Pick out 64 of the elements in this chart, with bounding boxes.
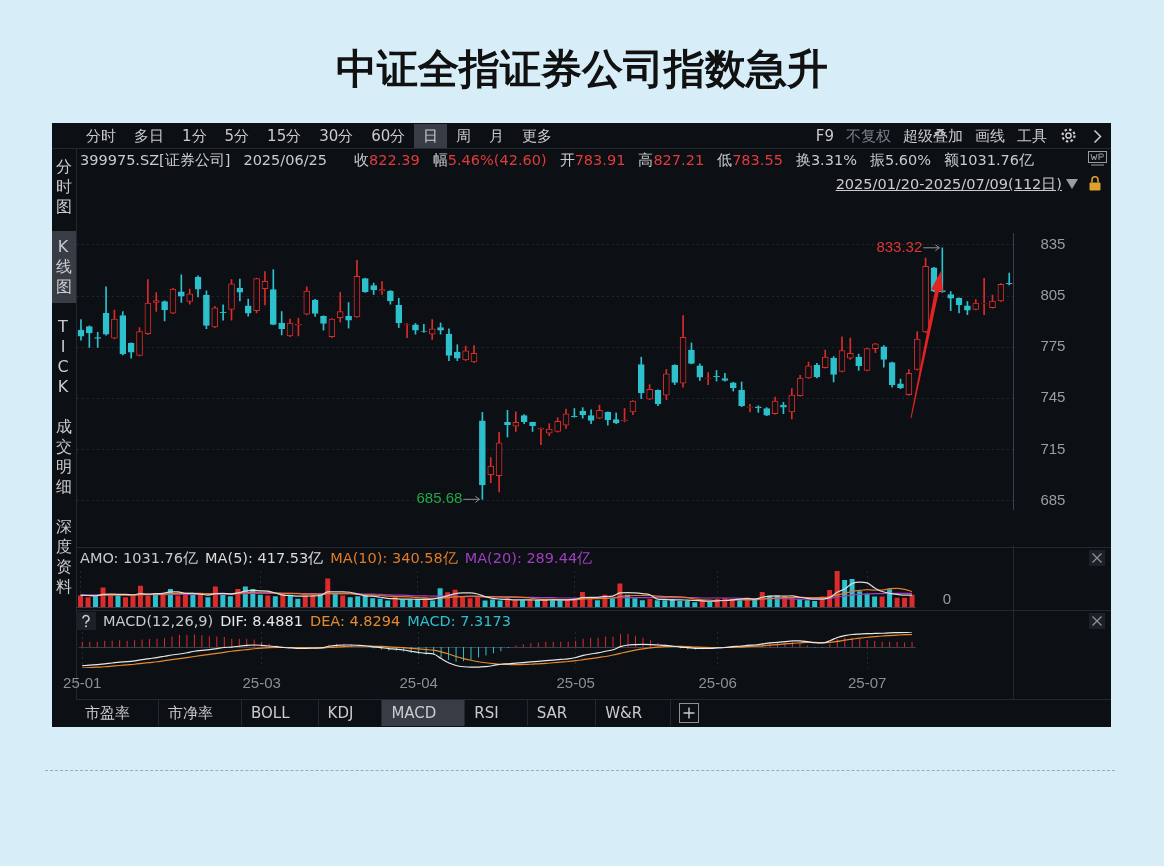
text: BOLL xyxy=(242,700,319,726)
x-tick-label: 25-04 xyxy=(399,674,438,692)
text: SAR xyxy=(527,700,597,726)
chart-title: MACD(12,26,9) xyxy=(103,613,214,629)
text: 月 xyxy=(488,126,506,147)
y-tick-label: 805 xyxy=(1040,286,1066,304)
text: 日 xyxy=(414,124,448,148)
y-tick-label: 715 xyxy=(1040,439,1066,457)
text: RSI xyxy=(465,700,528,726)
text: F9 xyxy=(814,126,835,147)
text: 振5.60% xyxy=(869,152,932,168)
series-label: MA(5): 417.53亿 xyxy=(205,548,324,568)
annotation: 685.68 xyxy=(416,489,463,507)
text: 30分 xyxy=(318,126,355,147)
text: 换3.31% xyxy=(795,152,857,168)
text: 周 xyxy=(455,126,473,147)
text: W&R xyxy=(596,700,672,726)
text: 不复权 xyxy=(845,126,892,147)
x-tick-label: 25-03 xyxy=(242,674,281,692)
text: K线图 xyxy=(52,231,76,303)
text: MA(20): 289.44亿 xyxy=(464,548,593,568)
text: 深度资料 xyxy=(55,516,75,598)
text: 工具 xyxy=(1016,126,1048,147)
text: 低783.55 xyxy=(717,152,783,168)
text: 开783.91 xyxy=(559,152,626,168)
chart-title: AMO: 1031.76亿 xyxy=(80,548,199,568)
text: TICK xyxy=(56,316,72,398)
text: 399975.SZ[证券公司] xyxy=(80,152,231,168)
text: 1分 xyxy=(181,126,208,147)
text: KDJ xyxy=(318,700,383,726)
y-tick-label: 685 xyxy=(1040,490,1066,508)
text: 成交明细 xyxy=(55,416,75,498)
text: 多日 xyxy=(133,126,165,147)
text: 分时图 xyxy=(55,156,75,218)
y-tick-label: 775 xyxy=(1040,337,1066,355)
text: 超级叠加 xyxy=(902,126,964,147)
x-tick-label: 25-06 xyxy=(698,674,737,692)
text: 0 xyxy=(942,589,952,607)
text: 画线 xyxy=(974,126,1006,147)
y-tick-label: 835 xyxy=(1040,235,1066,253)
text: 60分 xyxy=(370,126,407,147)
text: 高827.21 xyxy=(638,152,705,168)
series-label: MACD: 7.3173 xyxy=(407,613,511,629)
text: 15分 xyxy=(266,126,303,147)
text: 5分 xyxy=(223,126,251,147)
text: 市净率 xyxy=(159,700,242,726)
chart-subtitle: 2025/01/20-2025/07/09(112日) xyxy=(835,175,1062,193)
text: 幅5.46%(42.60) xyxy=(432,152,547,168)
text: MACD xyxy=(382,700,466,726)
text: 2025/06/25 xyxy=(243,152,327,168)
x-tick-label: 25-01 xyxy=(63,674,102,692)
series-label: DEA: 4.8294 xyxy=(310,613,401,629)
text: 市盈率 xyxy=(76,700,159,726)
text: 分时 xyxy=(85,126,117,147)
x-tick-label: 25-05 xyxy=(556,674,595,692)
x-tick-label: 25-07 xyxy=(848,674,887,692)
annotation: 833.32 xyxy=(876,237,923,255)
text: 额1031.76亿 xyxy=(944,152,1035,168)
text: 收822.39 xyxy=(354,152,420,168)
text: 中证全指证券公司指数急升 xyxy=(335,44,829,95)
series-label: DIF: 8.4881 xyxy=(220,613,304,629)
series-label: MA(10): 340.58亿 xyxy=(330,548,458,568)
text: 更多 xyxy=(521,126,554,147)
y-tick-label: 745 xyxy=(1040,388,1066,406)
